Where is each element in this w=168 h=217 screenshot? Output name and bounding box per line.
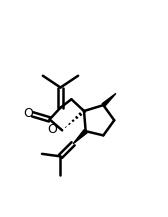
Polygon shape [73, 130, 87, 144]
Text: O: O [48, 123, 57, 136]
Text: O: O [23, 107, 33, 120]
Polygon shape [102, 93, 116, 107]
